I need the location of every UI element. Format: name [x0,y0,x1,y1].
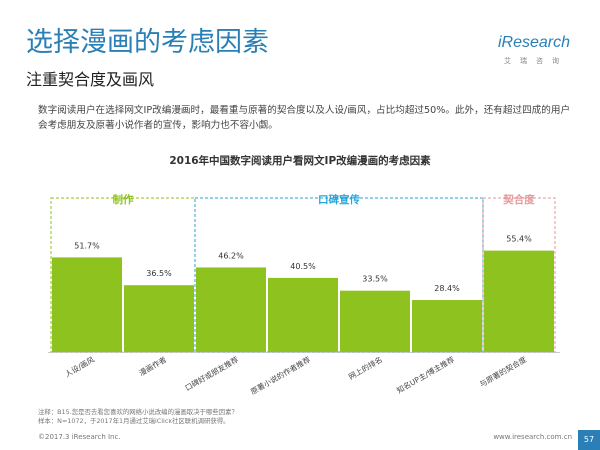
logo-tagline: 艾瑞咨询 [504,57,568,65]
value-label: 28.4% [434,284,460,293]
iresearch-logo: iResearch 艾瑞咨询 [498,34,578,76]
group-label: 口碑宣传 [318,193,360,206]
logo-wordmark: iResearch [498,34,571,51]
category-label: 漫画作者 [137,354,168,378]
bar [268,277,338,352]
category-label: 人设/画风 [63,354,97,379]
value-label: 33.5% [362,275,388,284]
value-label: 51.7% [74,241,100,250]
category-label: 网上的排名 [347,354,384,381]
group-label: 契合度 [502,193,535,206]
page-number: 57 [578,430,600,450]
footnote: 注释：B15.您是否去看您喜欢的网络小说改编的漫画取决于哪些因素？ 样本：N=1… [38,408,238,426]
category-label: 原著小说的作者推荐 [249,354,313,397]
website-url: www.iresearch.com.cn [493,433,572,441]
footnote-line-2: 样本：N=1072，于2017年1月通过艾瑞iClick社区联机调研获得。 [38,417,230,425]
value-label: 40.5% [290,262,316,271]
bar [52,257,122,352]
category-label: 与原著的契合度 [478,354,529,389]
category-label: 口碑好或朋友推荐 [183,354,240,393]
category-label: 知名UP主/博主推荐 [395,354,457,395]
bar [484,250,554,352]
value-label: 46.2% [218,251,244,260]
bar [196,267,266,352]
value-label: 36.5% [146,269,172,278]
chart-title: 2016年中国数字阅读用户看网文IP改编漫画的考虑因素 [169,155,431,167]
bar [124,285,194,352]
footnote-line-1: 注释：B15.您是否去看您喜欢的网络小说改编的漫画取决于哪些因素？ [38,408,238,416]
bar [412,300,482,352]
group-label: 制作 [113,193,134,206]
description-text: 数字阅读用户在选择网文IP改编漫画时，最看重与原著的契合度以及人设/画风，占比均… [38,105,571,131]
page-title: 选择漫画的考虑因素 [26,27,269,58]
bar [340,290,410,352]
value-label: 55.4% [506,235,532,244]
page-subtitle: 注重契合度及画风 [26,70,155,89]
copyright: ©2017.3 iResearch Inc. [38,433,121,441]
